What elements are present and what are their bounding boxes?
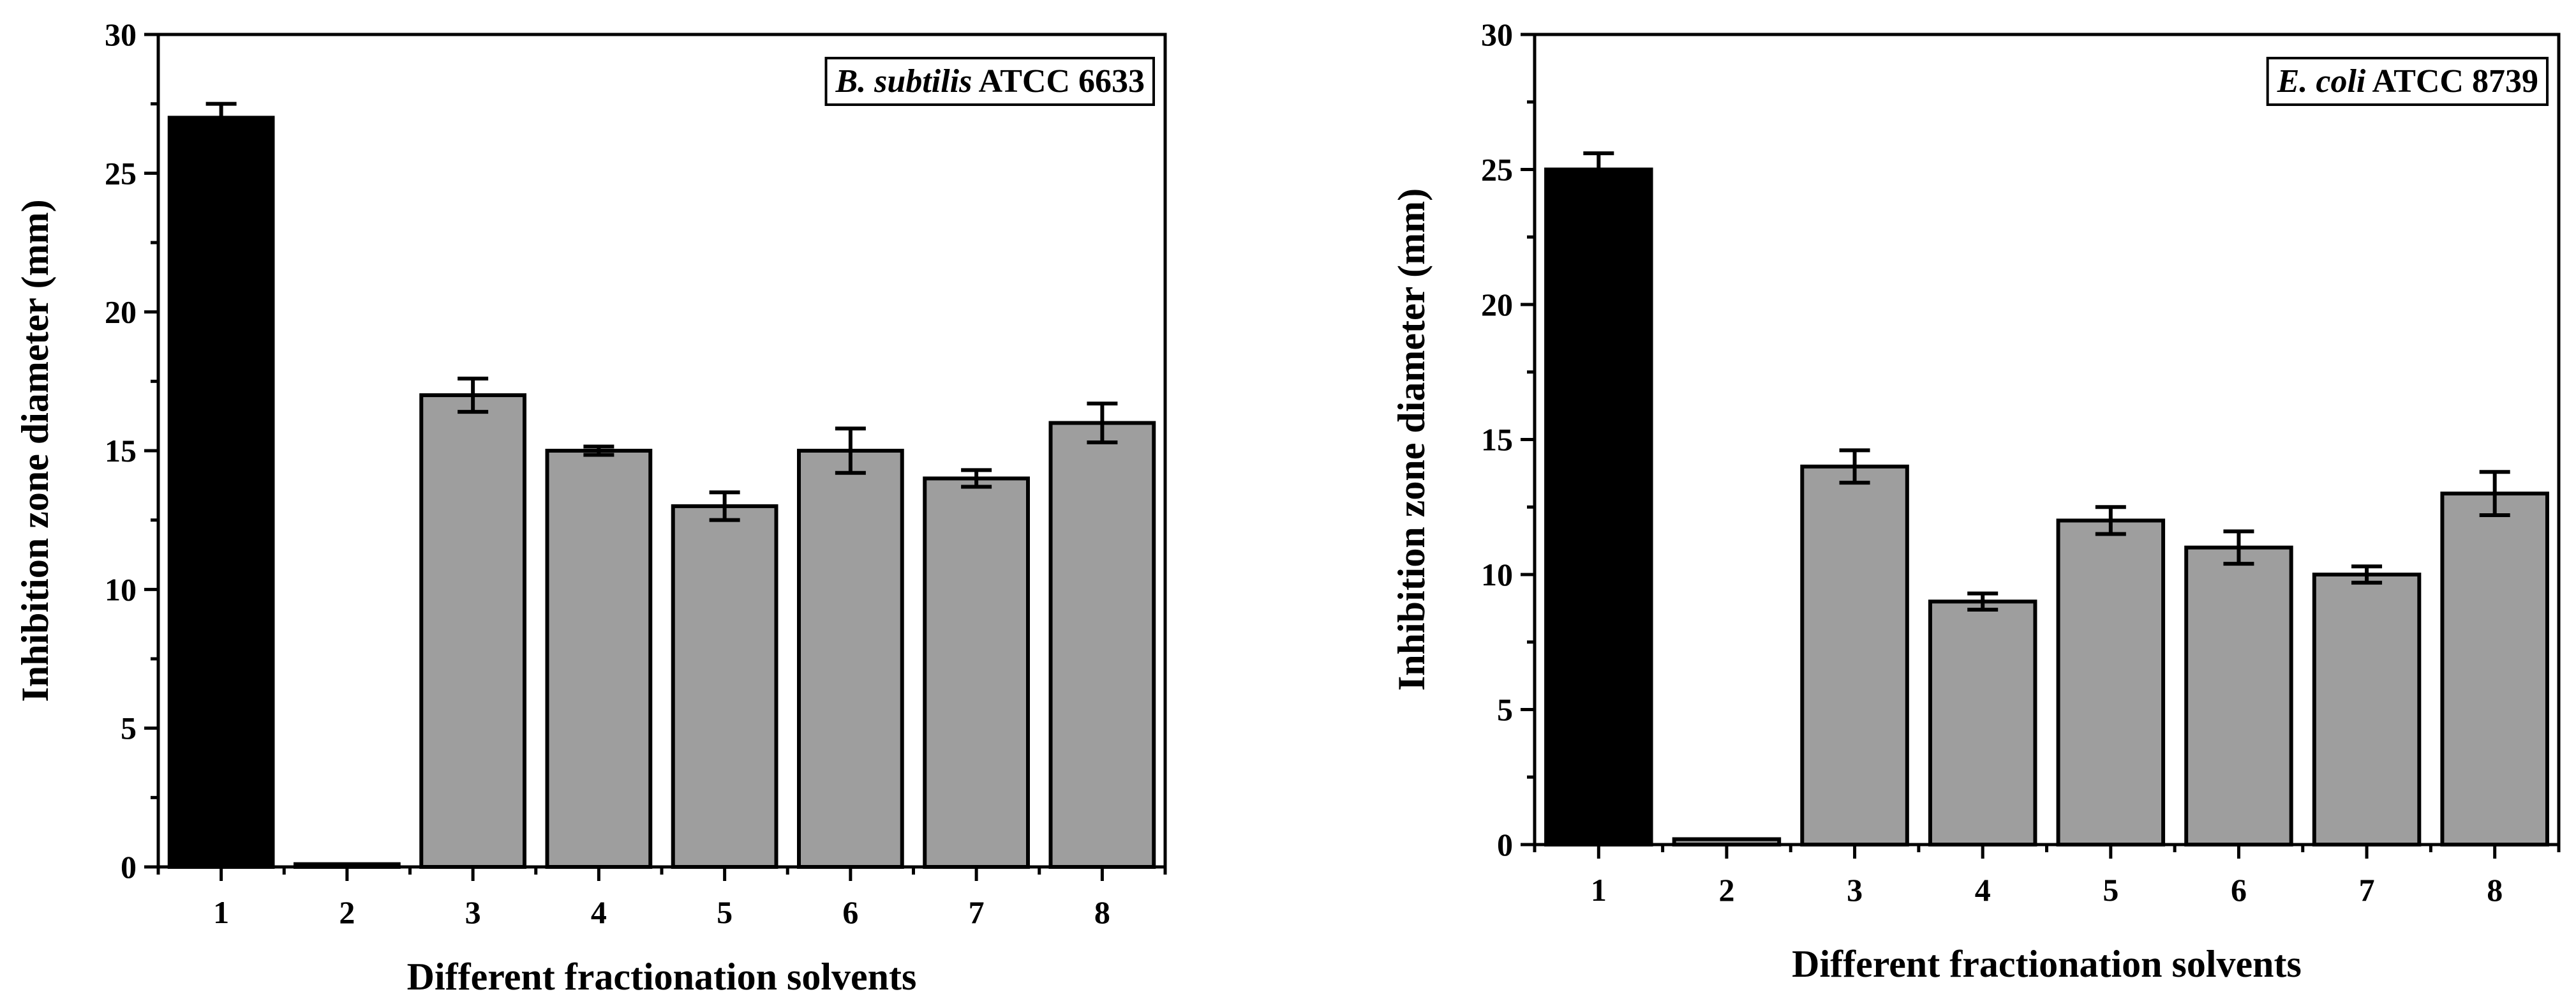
error-bar-1 [205,102,237,134]
bar-3 [419,393,526,869]
x-tick-label: 4 [591,894,607,930]
x-tick-label: 6 [842,894,858,930]
error-bar-3 [1839,448,1870,485]
error-bar-5 [2095,505,2126,536]
bar-7 [923,476,1030,869]
bar-6 [797,449,904,869]
y-tick-label: 0 [1497,827,1513,862]
x-tick-label: 4 [1975,872,1991,908]
legend-box [2266,57,2549,106]
bar-6 [2184,545,2293,846]
y-tick-label: 30 [1481,17,1513,52]
legend-box [824,57,1155,106]
error-bar-5 [709,490,740,522]
bar-4 [1928,599,2037,846]
x-tick-label: 7 [969,894,985,930]
x-tick-label: 2 [1718,872,1734,908]
error-bar-1 [1583,151,1614,188]
x-tick-label: 5 [2103,872,2118,908]
y-tick-label: 20 [1481,287,1513,322]
error-bar-4 [1967,591,1999,612]
y-tick-label: 10 [1481,557,1513,592]
bar-1 [1544,167,1653,846]
error-bar-8 [2479,470,2510,517]
y-tick-label: 25 [105,155,137,191]
bar-8 [2440,492,2549,846]
x-tick-label: 3 [465,894,481,930]
y-tick-label: 10 [105,571,137,607]
y-axis-title: Inhibition zone diameter (mm) [1390,188,1433,691]
y-tick-label: 0 [121,849,137,885]
error-bar-7 [2351,564,2383,585]
bar-4 [545,449,653,869]
y-tick-label: 25 [1481,152,1513,188]
x-tick-label: 5 [717,894,733,930]
y-tick-label: 15 [1481,422,1513,458]
y-tick-label: 5 [121,711,137,746]
y-tick-label: 20 [105,294,137,330]
x-axis-title: Different fractionation solvents [1792,943,2302,985]
error-bar-3 [458,376,489,414]
x-tick-label: 1 [1591,872,1607,908]
bar-1 [167,116,275,869]
chart-panel-2: 0 5 10 15 20 25 30 1 2 3 4 5 6 7 8 Different fractionat… [1390,17,2561,985]
error-bar-6 [2223,529,2254,566]
chart-panel-1: 0 5 10 15 20 25 30 1 2 3 4 5 6 7 8 Different fractionat… [14,17,1167,998]
error-bar-8 [1087,402,1118,444]
x-tick-label: 7 [2359,872,2375,908]
x-tick-label: 1 [213,894,229,930]
x-tick-label: 6 [2231,872,2247,908]
bar-5 [2056,518,2166,847]
y-tick-label: 30 [105,17,137,52]
bar-7 [2312,573,2422,846]
x-axis-title: Different fractionation solvents [407,956,917,998]
x-tick-label: 3 [1847,872,1863,908]
x-tick-label: 2 [339,894,355,930]
error-bar-4 [583,444,614,457]
error-bar-6 [835,426,866,475]
bar-8 [1048,421,1156,869]
error-bar-7 [961,468,992,489]
y-axis-title: Inhibition zone diameter (mm) [14,199,56,702]
legend-label: E. coli ATCC 8739 [2277,63,2538,100]
legend-label: B. subtilis ATCC 6633 [835,63,1145,100]
x-tick-label: 8 [1094,894,1110,930]
x-tick-label: 8 [2487,872,2503,908]
bar-5 [671,504,778,869]
y-tick-label: 5 [1497,692,1513,728]
y-tick-label: 15 [105,433,137,469]
bar-3 [1800,464,1909,846]
